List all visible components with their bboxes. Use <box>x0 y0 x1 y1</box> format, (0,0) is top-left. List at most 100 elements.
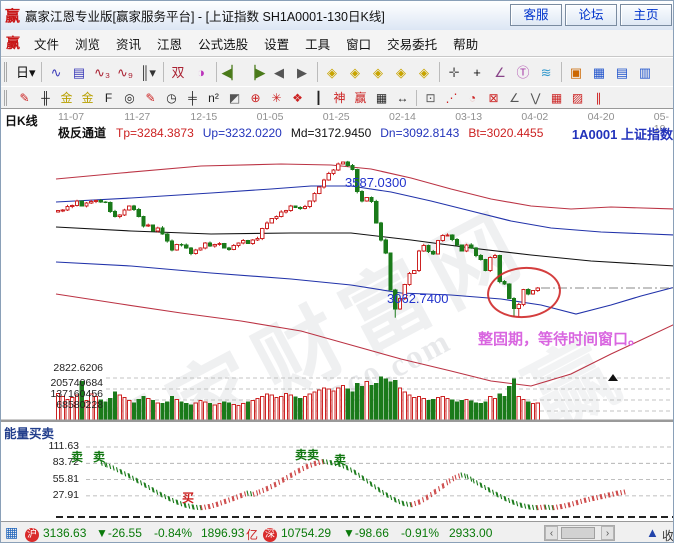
fan-lines-icon[interactable]: ⋰ <box>445 91 458 105</box>
golden-section-icon[interactable]: 金 <box>60 91 73 105</box>
collapse-label[interactable]: 收 <box>662 529 674 543</box>
menu-item-news[interactable]: 资讯 <box>116 37 142 52</box>
angle-lines-icon[interactable]: ∠ <box>509 91 520 105</box>
abacus-icon[interactable]: ▦ <box>375 91 388 105</box>
menu-item-gann[interactable]: 江恩 <box>157 37 183 52</box>
scrollbar-thumb[interactable] <box>561 527 595 539</box>
price-ruler-icon[interactable]: ╪ <box>188 91 197 105</box>
menu-item-window[interactable]: 窗口 <box>346 37 372 52</box>
step-forward-icon[interactable]: ▶ <box>297 64 308 80</box>
twin-view-icon[interactable]: 双 <box>171 64 185 80</box>
energy-axis-label: 111.63 <box>48 440 79 452</box>
diamond-compress-icon[interactable]: ◈ <box>373 64 384 80</box>
toolbar-drag-handle <box>4 90 10 106</box>
high-price-label: 3587.0300 <box>345 175 407 190</box>
red-grid-icon[interactable]: ▦ <box>550 91 563 105</box>
fibo-icon[interactable]: F <box>104 91 113 105</box>
minor-wave-icon[interactable]: ∿₃ <box>93 64 111 80</box>
notepad-icon[interactable]: ▤ <box>615 64 629 80</box>
vertical-line-icon[interactable]: ┃ <box>314 91 323 105</box>
width-arrows-icon[interactable]: ↔ <box>396 91 409 105</box>
arc-box-icon[interactable]: ◔ <box>468 91 477 105</box>
next-bar-icon[interactable]: ▕▶ <box>245 64 266 80</box>
candle-style-dropdown-icon[interactable]: ║▾ <box>140 64 156 80</box>
menu-item-help[interactable]: 帮助 <box>453 37 479 52</box>
save-icon[interactable]: ▥ <box>638 64 652 80</box>
forum-button[interactable]: 论坛 <box>565 4 617 26</box>
homepage-button[interactable]: 主页 <box>620 4 672 26</box>
date-tick: 01-25 <box>322 111 350 123</box>
volume-axis-label: 68580228 <box>56 399 103 411</box>
buy-signal-label: 买 <box>182 491 195 505</box>
info-list-icon[interactable]: ▤ <box>72 64 86 80</box>
date-tick: 04-02 <box>521 111 549 123</box>
price-axis-bottom-label: 2822.6206 <box>53 362 103 374</box>
period-day-dropdown-icon[interactable]: 日▾ <box>16 64 36 80</box>
diamond-full-icon[interactable]: ◈ <box>419 64 430 80</box>
time-circle-icon[interactable]: ◷ <box>166 91 177 105</box>
step-back-icon[interactable]: ◀ <box>274 64 285 80</box>
major-wave-icon[interactable]: ∿₉ <box>117 64 134 80</box>
calculator-icon[interactable]: ▦ <box>592 64 606 80</box>
square-web-icon[interactable]: ❖ <box>292 91 303 105</box>
diamond-expand-icon[interactable]: ◈ <box>396 64 407 80</box>
angle-tool-icon[interactable]: ∠ <box>494 64 506 80</box>
shen-tool-icon[interactable]: 神 <box>333 91 346 105</box>
color-chart-icon[interactable]: ◑ <box>197 64 205 80</box>
gann-compass-icon[interactable]: ▲ <box>646 525 659 540</box>
toolbar-separator <box>438 62 440 82</box>
n-square-icon[interactable]: n² <box>208 91 219 105</box>
horizontal-scrollbar[interactable]: ‹ › <box>544 525 615 541</box>
sh-index-amount: 1896.93 <box>201 526 245 540</box>
ying-tool-icon[interactable]: 赢 <box>354 91 367 105</box>
price-volume-canvas[interactable] <box>1 109 674 422</box>
chart-area[interactable]: 赢家财富网 赢家财富网 www.yingjia360.com 日K线 11-07… <box>1 108 674 422</box>
indicator-value: Md=3172.9450 <box>290 126 372 140</box>
menu-item-browse[interactable]: 浏览 <box>75 37 101 52</box>
spiral-icon[interactable]: ◎ <box>124 91 135 105</box>
customer-service-button[interactable]: 客服 <box>510 4 562 26</box>
smart-cloud-icon[interactable]: ≋ <box>540 64 552 80</box>
golden-channel-icon[interactable]: 金 <box>81 91 94 105</box>
web-box-icon[interactable]: ⊠ <box>488 91 499 105</box>
box-tool-icon[interactable]: ⊡ <box>425 91 436 105</box>
grid-arrow-icon[interactable]: ▨ <box>571 91 584 105</box>
menu-item-tools[interactable]: 工具 <box>305 37 331 52</box>
sz-index-value: 10754.29 <box>281 526 332 540</box>
toolbar-separator <box>40 62 42 82</box>
hand-tool-icon[interactable]: ✛ <box>448 64 460 80</box>
menu-item-trade-entrust[interactable]: 交易委托 <box>387 37 438 52</box>
gann-line-icon[interactable]: ╫ <box>41 91 50 105</box>
menu-item-settings[interactable]: 设置 <box>264 37 290 52</box>
panel-period-label: 日K线 <box>5 114 38 128</box>
menu-item-file[interactable]: 文件 <box>34 37 60 52</box>
sell-signal-label: 卖 <box>334 453 347 467</box>
draw-brush-icon[interactable]: ✎ <box>19 91 30 105</box>
indicator-value: Bt=3020.4455 <box>468 126 544 140</box>
zone-view-icon[interactable]: ∿ <box>50 64 62 80</box>
star-web-icon[interactable]: ✳ <box>271 91 282 105</box>
energy-panel: 能量买卖 111.63 83.72 55.81 27.91 卖卖买卖卖卖 <box>1 421 674 521</box>
energy-canvas[interactable] <box>1 421 674 521</box>
diamond-right-icon[interactable]: ◈ <box>327 64 338 80</box>
diamond-left-icon[interactable]: ◈ <box>350 64 361 80</box>
scroll-right-arrow-icon[interactable]: › <box>601 526 614 540</box>
target-circle-icon[interactable]: ⊕ <box>250 91 261 105</box>
indicator-value: Dn=3092.8143 <box>380 126 460 140</box>
crosshair-tool-icon[interactable]: + <box>473 64 481 80</box>
quote-table-icon[interactable]: ▦ <box>5 524 19 540</box>
volume-axis-label: 205740684 <box>50 377 103 389</box>
mirror-tool-icon[interactable]: ◩ <box>228 91 241 105</box>
scroll-left-arrow-icon[interactable]: ‹ <box>545 526 558 540</box>
parallel-lines-icon[interactable]: ∥ <box>595 91 602 105</box>
gann-t-tool-icon[interactable]: Ⓣ <box>516 64 530 80</box>
menu-logo-icon: 赢 <box>6 35 20 51</box>
v-lines-icon[interactable]: ⋁ <box>530 91 541 105</box>
toolbar-drawing: ✎ ╫ 金金 F ◎ ✎ ◷ ╪ n² ◩ ⊕ ✳ ❖ ┃ 神赢 ▦ ↔ ⊡ ⋰ ◔ ⊠ ∠ ⋁ ▦ ▨ ∥ <box>1 86 673 110</box>
prev-bar-icon[interactable]: ◀▏ <box>221 64 242 80</box>
calendar-icon[interactable]: ▣ <box>569 64 583 80</box>
menu-item-formula-stock-pick[interactable]: 公式选股 <box>198 37 249 52</box>
rocket-draw-icon[interactable]: ✎ <box>145 91 156 105</box>
title-buttons: 客服 论坛 主页 <box>510 4 672 26</box>
